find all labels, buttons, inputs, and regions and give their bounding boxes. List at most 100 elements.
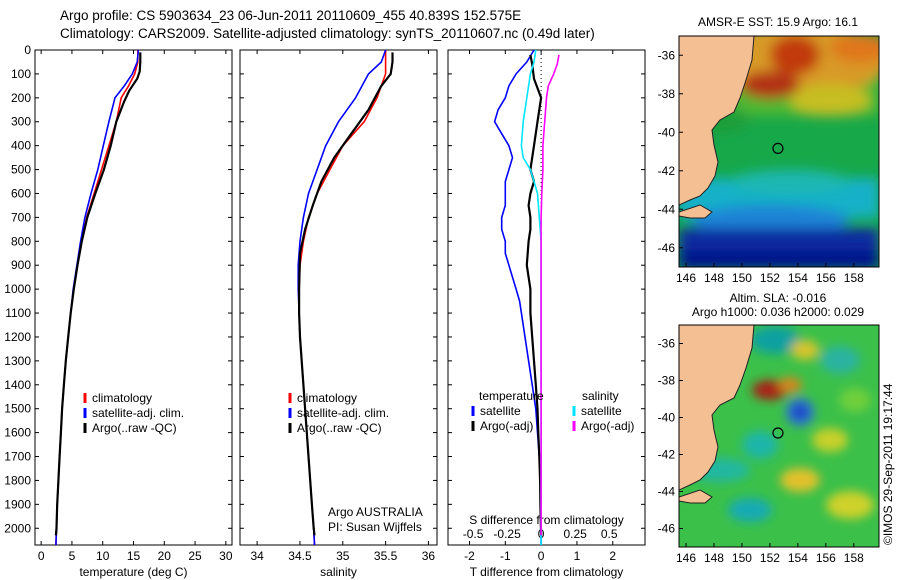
depth-tick-label: 100 <box>11 67 31 81</box>
sal-x-tick-label: 34.5 <box>288 549 312 563</box>
temp-series-satellite-adj-clim- <box>55 49 140 546</box>
diff-x-tick-label: 0 <box>538 549 545 563</box>
climatology-title: Climatology: CARS2009. Satellite-adjuste… <box>60 26 595 41</box>
depth-tick-label: 1000 <box>4 282 31 296</box>
diff-legend-salinity-header: salinity <box>582 389 619 403</box>
temp-legend-label: Argo(..raw -QC) <box>92 421 177 435</box>
sst-map <box>679 36 879 267</box>
depth-tick-label: 900 <box>11 258 31 272</box>
sal-axes-frame <box>239 49 438 546</box>
sla-y-tick-label: -46 <box>658 522 676 536</box>
sst-y-tick-label: -46 <box>658 241 676 255</box>
sal-x-tick-label: 36 <box>422 549 436 563</box>
sst-y-tick-label: -44 <box>658 202 676 216</box>
depth-tick-label: 500 <box>11 163 31 177</box>
sla-y-tick-label: -38 <box>658 374 676 388</box>
salinity-panel: 34 34.5 35 35.5 36 salinity climatologysatelli… <box>239 49 438 579</box>
depth-tick-label: 1800 <box>4 473 31 487</box>
diff-x-tick-label: -2 <box>464 549 475 563</box>
sla-y-tick-label: -44 <box>658 485 676 499</box>
sal-legend-label: Argo(..raw -QC) <box>297 421 382 435</box>
sal-series-argo-raw-qc- <box>298 52 394 536</box>
sal-x-tick-label: 34 <box>250 549 264 563</box>
depth-tick-label: 800 <box>11 234 31 248</box>
sal-legend-label: climatology <box>297 391 357 405</box>
diff-legend-label: satellite <box>581 404 622 418</box>
sla-x-tick-label: 148 <box>704 551 724 565</box>
temp-x-tick-label: 10 <box>96 549 110 563</box>
argo-float-marker-sla <box>772 427 784 439</box>
depth-tick-label: 1300 <box>4 354 31 368</box>
temp-x-tick-label: 0 <box>38 549 45 563</box>
diff-series-s-argo-adj- <box>540 54 560 536</box>
s-diff-axis-label: S difference from climatology <box>469 513 624 527</box>
difference-panel: -2 -1 0 1 2 T difference from climatology -0.5… <box>447 49 646 579</box>
depth-tick-label: 1600 <box>4 426 31 440</box>
depth-tick-label: 0 <box>24 43 31 57</box>
sla-y-tick-label: -36 <box>658 337 676 351</box>
sst-x-tick-label: 152 <box>760 271 780 285</box>
sal-legend-label: satellite-adj. clim. <box>297 406 389 420</box>
sst-x-tick-label: 156 <box>816 271 836 285</box>
sst-map-title: AMSR-E SST: 15.9 Argo: 16.1 <box>698 15 858 29</box>
sst-x-tick-label: 148 <box>704 271 724 285</box>
sla-x-tick-label: 158 <box>844 551 864 565</box>
s-diff-tick-label: -0.25 <box>493 527 521 541</box>
sla-map-title: Altim. SLA: -0.016 <box>730 291 827 305</box>
depth-tick-label: 200 <box>11 91 31 105</box>
sst-x-tick-label: 150 <box>732 271 752 285</box>
sla-map-subtitle: Argo h1000: 0.036 h2000: 0.029 <box>692 305 864 319</box>
temp-axes-frame <box>34 49 233 546</box>
temp-series-climatology <box>55 50 139 546</box>
depth-tick-label: 1200 <box>4 330 31 344</box>
diff-x-tick-label: 1 <box>574 549 581 563</box>
sal-x-tick-label: 35 <box>336 549 350 563</box>
temp-x-tick-label: 20 <box>158 549 172 563</box>
s-diff-tick-label: -0.5 <box>463 527 484 541</box>
sla-x-tick-label: 146 <box>676 551 696 565</box>
temp-legend-label: climatology <box>92 391 152 405</box>
sst-map-frame <box>678 35 880 268</box>
depth-tick-label: 1700 <box>4 450 31 464</box>
sst-y-tick-label: -42 <box>658 164 676 178</box>
depth-tick-label: 2000 <box>4 521 31 535</box>
sst-y-tick-label: -36 <box>658 48 676 62</box>
s-diff-tick-label: 0.25 <box>563 527 587 541</box>
depth-tick-label: 1500 <box>4 402 31 416</box>
sla-x-tick-label: 156 <box>816 551 836 565</box>
diff-series-t-argo-adj- <box>525 54 543 536</box>
sal-x-tick-label: 35.5 <box>374 549 398 563</box>
sla-y-tick-label: -40 <box>658 411 676 425</box>
diff-legend-label: Argo(-adj) <box>581 419 634 433</box>
diff-legend-label: satellite <box>480 404 521 418</box>
depth-tick-label: 300 <box>11 115 31 129</box>
temp-x-label: temperature (deg C) <box>79 565 187 579</box>
sst-y-tick-label: -40 <box>658 125 676 139</box>
argo-float-marker-sst <box>772 142 784 155</box>
diff-axes-frame <box>447 49 646 546</box>
depth-tick-label: 1400 <box>4 378 31 392</box>
temp-x-tick-label: 5 <box>69 549 76 563</box>
diff-x-tick-label: -1 <box>500 549 511 563</box>
diff-x-tick-label: 2 <box>609 549 616 563</box>
depth-tick-label: 700 <box>11 210 31 224</box>
sla-y-tick-label: -42 <box>658 448 676 462</box>
diff-legend-temperature-header: temperature <box>479 389 544 403</box>
sal-series-satellite-adj-clim- <box>297 49 387 546</box>
sal-x-label: salinity <box>320 565 357 579</box>
sst-y-tick-label: -38 <box>658 87 676 101</box>
diff-x-label: T difference from climatology <box>470 565 624 579</box>
sla-map-frame <box>678 324 880 548</box>
profile-title: Argo profile: CS 5903634_23 06-Jun-2011 … <box>60 8 522 23</box>
depth-tick-label: 600 <box>11 186 31 200</box>
temp-series-argo-raw-qc- <box>54 52 142 536</box>
diff-legend-label: Argo(-adj) <box>480 419 533 433</box>
depth-tick-label: 1100 <box>5 306 31 320</box>
sla-x-tick-label: 154 <box>788 551 808 565</box>
sst-x-tick-label: 158 <box>844 271 864 285</box>
temp-legend-label: satellite-adj. clim. <box>92 406 184 420</box>
sla-map <box>679 325 879 547</box>
temp-x-tick-label: 15 <box>127 549 141 563</box>
temp-x-tick-label: 30 <box>219 549 233 563</box>
